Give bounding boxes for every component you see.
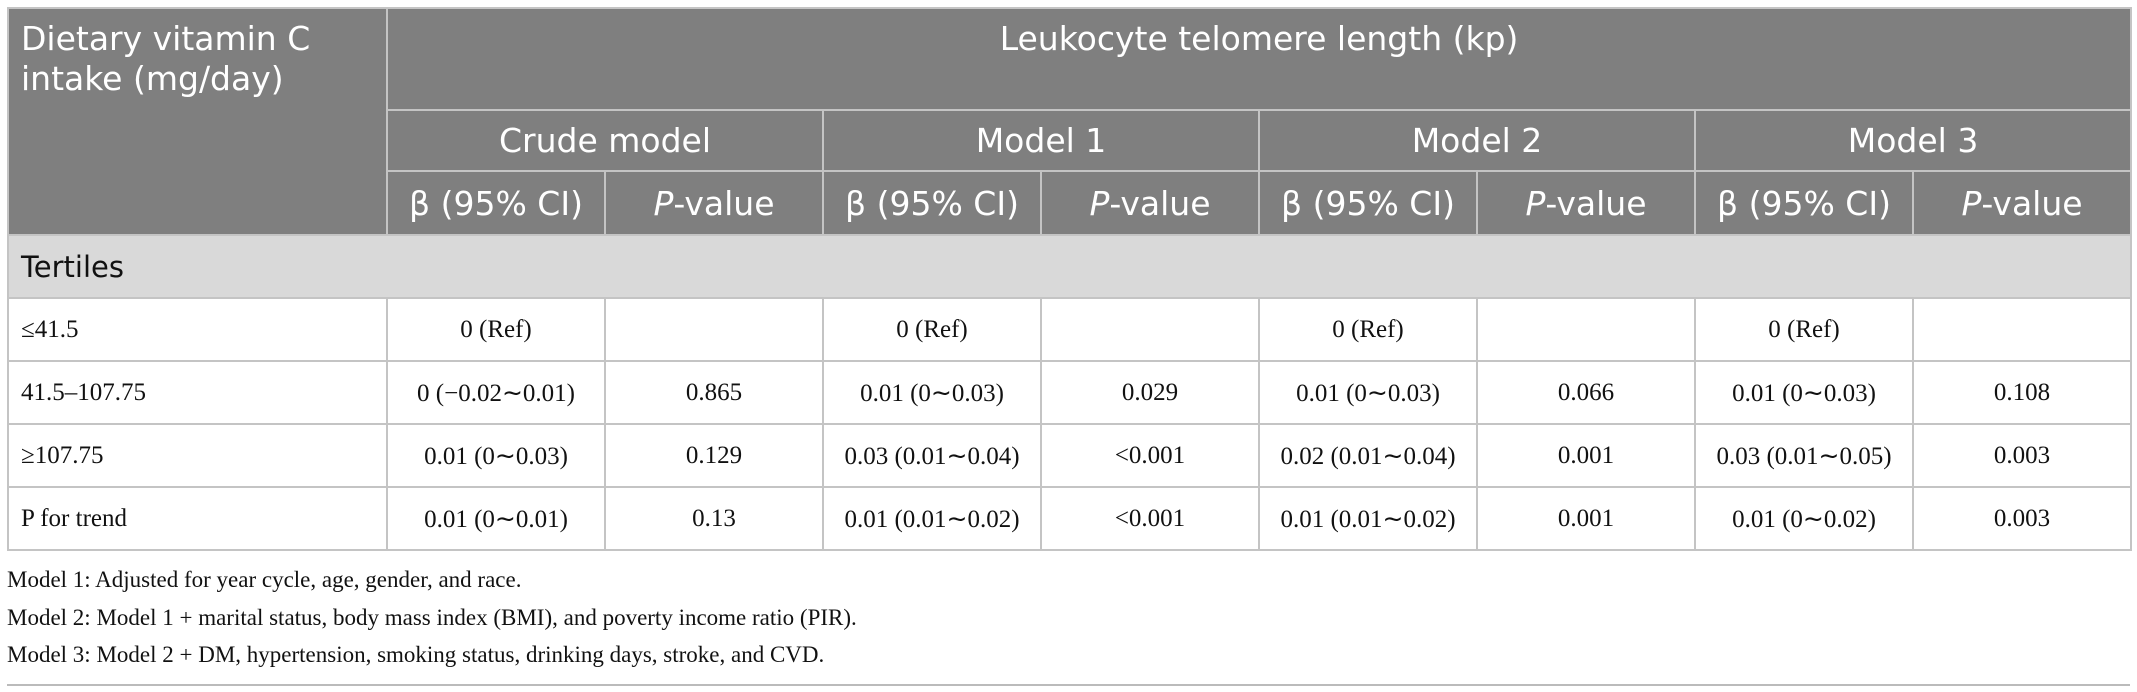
row-label: ≤41.5 (7, 297, 388, 362)
model-header: Model 3 (1693, 109, 2133, 172)
p-italic: P (1525, 183, 1546, 223)
p-value-header: P-value (1911, 170, 2133, 236)
cell: <0.001 (1040, 486, 1260, 551)
p-italic: P (1089, 183, 1110, 223)
header-row: β (95% CI) P-value β (95% CI) P-value β (95%… (8, 170, 2133, 236)
beta-header: β (95% CI) (386, 170, 606, 236)
cell: 0.01 (0∼0.03) (386, 423, 606, 488)
beta-header: β (95% CI) (1258, 170, 1478, 236)
p-italic: P (1961, 183, 1982, 223)
data-row: ≤41.5 0 (Ref) 0 (Ref) 0 (Ref) 0 (Ref) (7, 297, 2133, 362)
cell: 0.01 (0∼0.01) (386, 486, 606, 551)
cell: 0.03 (0.01∼0.04) (822, 423, 1042, 488)
cell: 0.01 (0.01∼0.02) (822, 486, 1042, 551)
row-label: P for trend (7, 486, 388, 551)
model-header: Crude model (386, 109, 824, 172)
group-header: Leukocyte telomere length (kp) (385, 7, 2133, 111)
cell: 0.01 (0∼0.02) (1694, 486, 1914, 551)
cell (1911, 297, 2133, 362)
cell: 0.01 (0.01∼0.02) (1258, 486, 1478, 551)
cell: 0.001 (1476, 486, 1696, 551)
cell: 0.02 (0.01∼0.04) (1258, 423, 1478, 488)
footnote: Model 2: Model 1 + marital status, body … (7, 604, 857, 630)
section-row: Tertiles (6, 234, 2133, 299)
p-suffix: -value (1109, 183, 1211, 223)
p-italic: P (653, 183, 674, 223)
cell (604, 297, 824, 362)
cell: 0 (Ref) (1694, 297, 1914, 362)
cell: 0.066 (1476, 360, 1696, 425)
model-header: Model 1 (822, 109, 1260, 172)
header-row: Dietary vitamin C intake (mg/day) Leukocy… (7, 7, 2133, 236)
cell: 0.029 (1040, 360, 1260, 425)
data-row: ≥107.75 0.01 (0∼0.03) 0.129 0.03 (0.01∼0.04… (7, 423, 2133, 488)
footnotes: Model 1: Adjusted for year cycle, age, g… (7, 561, 857, 674)
footnote: Model 1: Adjusted for year cycle, age, g… (7, 567, 522, 592)
cell: 0.001 (1476, 423, 1696, 488)
cell: 0.01 (0∼0.03) (822, 360, 1042, 425)
cell: 0.03 (0.01∼0.05) (1694, 423, 1914, 488)
section-label: Tertiles (6, 234, 2133, 299)
cell (1040, 297, 1260, 362)
data-row: 41.5–107.75 0 (−0.02∼0.01) 0.865 0.01 (0∼0.… (7, 360, 2133, 425)
cell (1476, 297, 1696, 362)
row-label-header: Dietary vitamin C intake (mg/day) (7, 7, 388, 236)
header-row: Crude model Model 1 Model 2 Model 3 (8, 109, 2133, 172)
cell: 0.865 (604, 360, 824, 425)
footnote: Model 3: Model 2 + DM, hypertension, smo… (7, 642, 825, 667)
cell: 0 (−0.02∼0.01) (386, 360, 606, 425)
cell: 0.01 (0∼0.03) (1258, 360, 1478, 425)
cell: 0.108 (1911, 360, 2133, 425)
p-value-header: P-value (1476, 170, 1696, 236)
cell: 0 (Ref) (386, 297, 606, 362)
cell: 0.003 (1911, 486, 2133, 551)
beta-header: β (95% CI) (1694, 170, 1914, 236)
cell: 0 (Ref) (1258, 297, 1478, 362)
cell: 0.129 (604, 423, 824, 488)
p-suffix: -value (1981, 183, 2083, 223)
bottom-rule (7, 684, 2130, 686)
cell: 0.01 (0∼0.03) (1694, 360, 1914, 425)
cell: <0.001 (1040, 423, 1260, 488)
cell: 0.13 (604, 486, 824, 551)
beta-header: β (95% CI) (822, 170, 1042, 236)
p-suffix: -value (1545, 183, 1647, 223)
data-row: P for trend 0.01 (0∼0.01) 0.13 0.01 (0.01∼0… (7, 486, 2133, 551)
p-suffix: -value (673, 183, 775, 223)
cell: 0.003 (1911, 423, 2133, 488)
row-label: 41.5–107.75 (7, 360, 388, 425)
p-value-header: P-value (604, 170, 824, 236)
model-header: Model 2 (1258, 109, 1696, 172)
results-table: Dietary vitamin C intake (mg/day) Leukocy… (6, 7, 2133, 551)
p-value-header: P-value (1040, 170, 1260, 236)
cell: 0 (Ref) (822, 297, 1042, 362)
row-label: ≥107.75 (7, 423, 388, 488)
